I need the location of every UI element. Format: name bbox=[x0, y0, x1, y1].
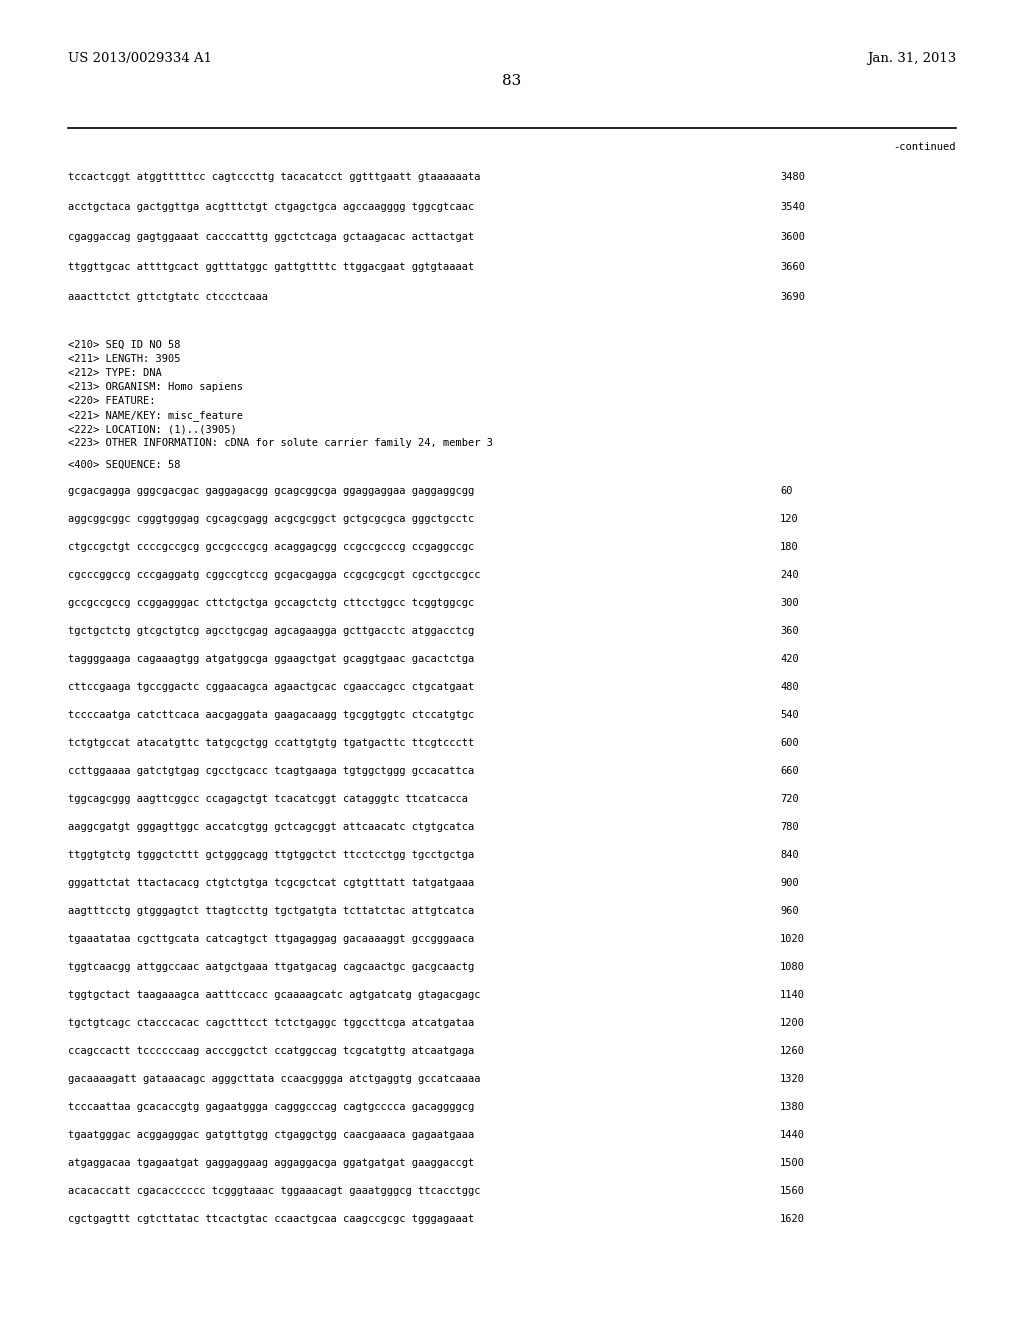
Text: aggcggcggc cgggtgggag cgcagcgagg acgcgcggct gctgcgcgca gggctgcctc: aggcggcggc cgggtgggag cgcagcgagg acgcgcg… bbox=[68, 513, 474, 524]
Text: 1500: 1500 bbox=[780, 1158, 805, 1168]
Text: 240: 240 bbox=[780, 570, 799, 579]
Text: gggattctat ttactacacg ctgtctgtga tcgcgctcat cgtgtttatt tatgatgaaa: gggattctat ttactacacg ctgtctgtga tcgcgct… bbox=[68, 878, 474, 888]
Text: gacaaaagatt gataaacagc agggcttata ccaacgggga atctgaggtg gccatcaaaa: gacaaaagatt gataaacagc agggcttata ccaacg… bbox=[68, 1074, 480, 1084]
Text: 780: 780 bbox=[780, 822, 799, 832]
Text: tgctgctctg gtcgctgtcg agcctgcgag agcagaagga gcttgacctc atggacctcg: tgctgctctg gtcgctgtcg agcctgcgag agcagaa… bbox=[68, 626, 474, 636]
Text: 960: 960 bbox=[780, 906, 799, 916]
Text: 1260: 1260 bbox=[780, 1045, 805, 1056]
Text: cgctgagttt cgtcttatac ttcactgtac ccaactgcaa caagccgcgc tgggagaaat: cgctgagttt cgtcttatac ttcactgtac ccaactg… bbox=[68, 1214, 474, 1224]
Text: gcgacgagga gggcgacgac gaggagacgg gcagcggcga ggaggaggaa gaggaggcgg: gcgacgagga gggcgacgac gaggagacgg gcagcgg… bbox=[68, 486, 474, 496]
Text: tggcagcggg aagttcggcc ccagagctgt tcacatcggt catagggtc ttcatcacca: tggcagcggg aagttcggcc ccagagctgt tcacatc… bbox=[68, 795, 468, 804]
Text: 480: 480 bbox=[780, 682, 799, 692]
Text: 600: 600 bbox=[780, 738, 799, 748]
Text: 840: 840 bbox=[780, 850, 799, 861]
Text: 900: 900 bbox=[780, 878, 799, 888]
Text: <220> FEATURE:: <220> FEATURE: bbox=[68, 396, 156, 407]
Text: 1080: 1080 bbox=[780, 962, 805, 972]
Text: <400> SEQUENCE: 58: <400> SEQUENCE: 58 bbox=[68, 459, 180, 470]
Text: <212> TYPE: DNA: <212> TYPE: DNA bbox=[68, 368, 162, 378]
Text: tcccaattaa gcacaccgtg gagaatggga cagggcccag cagtgcccca gacaggggcg: tcccaattaa gcacaccgtg gagaatggga cagggcc… bbox=[68, 1102, 474, 1111]
Text: <223> OTHER INFORMATION: cDNA for solute carrier family 24, member 3: <223> OTHER INFORMATION: cDNA for solute… bbox=[68, 438, 493, 447]
Text: ctgccgctgt ccccgccgcg gccgcccgcg acaggagcgg ccgccgcccg ccgaggccgc: ctgccgctgt ccccgccgcg gccgcccgcg acaggag… bbox=[68, 543, 474, 552]
Text: Jan. 31, 2013: Jan. 31, 2013 bbox=[866, 51, 956, 65]
Text: US 2013/0029334 A1: US 2013/0029334 A1 bbox=[68, 51, 212, 65]
Text: 720: 720 bbox=[780, 795, 799, 804]
Text: aagtttcctg gtgggagtct ttagtccttg tgctgatgta tcttatctac attgtcatca: aagtttcctg gtgggagtct ttagtccttg tgctgat… bbox=[68, 906, 474, 916]
Text: 1620: 1620 bbox=[780, 1214, 805, 1224]
Text: 1440: 1440 bbox=[780, 1130, 805, 1140]
Text: acctgctaca gactggttga acgtttctgt ctgagctgca agccaagggg tggcgtcaac: acctgctaca gactggttga acgtttctgt ctgagct… bbox=[68, 202, 474, 213]
Text: 120: 120 bbox=[780, 513, 799, 524]
Text: tgaatgggac acggagggac gatgttgtgg ctgaggctgg caacgaaaca gagaatgaaa: tgaatgggac acggagggac gatgttgtgg ctgaggc… bbox=[68, 1130, 474, 1140]
Text: <222> LOCATION: (1)..(3905): <222> LOCATION: (1)..(3905) bbox=[68, 424, 237, 434]
Text: tggtcaacgg attggccaac aatgctgaaa ttgatgacag cagcaactgc gacgcaactg: tggtcaacgg attggccaac aatgctgaaa ttgatga… bbox=[68, 962, 474, 972]
Text: cgaggaccag gagtggaaat cacccatttg ggctctcaga gctaagacac acttactgat: cgaggaccag gagtggaaat cacccatttg ggctctc… bbox=[68, 232, 474, 242]
Text: 1320: 1320 bbox=[780, 1074, 805, 1084]
Text: <211> LENGTH: 3905: <211> LENGTH: 3905 bbox=[68, 354, 180, 364]
Text: 3540: 3540 bbox=[780, 202, 805, 213]
Text: 1140: 1140 bbox=[780, 990, 805, 1001]
Text: 83: 83 bbox=[503, 74, 521, 88]
Text: 1020: 1020 bbox=[780, 935, 805, 944]
Text: <210> SEQ ID NO 58: <210> SEQ ID NO 58 bbox=[68, 341, 180, 350]
Text: cttccgaaga tgccggactc cggaacagca agaactgcac cgaaccagcc ctgcatgaat: cttccgaaga tgccggactc cggaacagca agaactg… bbox=[68, 682, 474, 692]
Text: 1380: 1380 bbox=[780, 1102, 805, 1111]
Text: 420: 420 bbox=[780, 653, 799, 664]
Text: atgaggacaa tgagaatgat gaggaggaag aggaggacga ggatgatgat gaaggaccgt: atgaggacaa tgagaatgat gaggaggaag aggagga… bbox=[68, 1158, 474, 1168]
Text: acacaccatt cgacacccccc tcgggtaaac tggaaacagt gaaatgggcg ttcacctggc: acacaccatt cgacacccccc tcgggtaaac tggaaa… bbox=[68, 1185, 480, 1196]
Text: 180: 180 bbox=[780, 543, 799, 552]
Text: -continued: -continued bbox=[894, 143, 956, 152]
Text: 540: 540 bbox=[780, 710, 799, 719]
Text: aaacttctct gttctgtatc ctccctcaaa: aaacttctct gttctgtatc ctccctcaaa bbox=[68, 292, 268, 302]
Text: ttggttgcac attttgcact ggtttatggc gattgttttc ttggacgaat ggtgtaaaat: ttggttgcac attttgcact ggtttatggc gattgtt… bbox=[68, 261, 474, 272]
Text: <221> NAME/KEY: misc_feature: <221> NAME/KEY: misc_feature bbox=[68, 411, 243, 421]
Text: tccactcggt atggtttttcc cagtcccttg tacacatcct ggtttgaatt gtaaaaaata: tccactcggt atggtttttcc cagtcccttg tacaca… bbox=[68, 172, 480, 182]
Text: 3600: 3600 bbox=[780, 232, 805, 242]
Text: tggtgctact taagaaagca aatttccacc gcaaaagcatc agtgatcatg gtagacgagc: tggtgctact taagaaagca aatttccacc gcaaaag… bbox=[68, 990, 480, 1001]
Text: 360: 360 bbox=[780, 626, 799, 636]
Text: tgaaatataa cgcttgcata catcagtgct ttgagaggag gacaaaaggt gccgggaaca: tgaaatataa cgcttgcata catcagtgct ttgagag… bbox=[68, 935, 474, 944]
Text: taggggaaga cagaaagtgg atgatggcga ggaagctgat gcaggtgaac gacactctga: taggggaaga cagaaagtgg atgatggcga ggaagct… bbox=[68, 653, 474, 664]
Text: 300: 300 bbox=[780, 598, 799, 609]
Text: 660: 660 bbox=[780, 766, 799, 776]
Text: tccccaatga catcttcaca aacgaggata gaagacaagg tgcggtggtc ctccatgtgc: tccccaatga catcttcaca aacgaggata gaagaca… bbox=[68, 710, 474, 719]
Text: ccagccactt tccccccaag acccggctct ccatggccag tcgcatgttg atcaatgaga: ccagccactt tccccccaag acccggctct ccatggc… bbox=[68, 1045, 474, 1056]
Text: gccgccgccg ccggagggac cttctgctga gccagctctg cttcctggcc tcggtggcgc: gccgccgccg ccggagggac cttctgctga gccagct… bbox=[68, 598, 474, 609]
Text: ttggtgtctg tgggctcttt gctgggcagg ttgtggctct ttcctcctgg tgcctgctga: ttggtgtctg tgggctcttt gctgggcagg ttgtggc… bbox=[68, 850, 474, 861]
Text: 3660: 3660 bbox=[780, 261, 805, 272]
Text: <213> ORGANISM: Homo sapiens: <213> ORGANISM: Homo sapiens bbox=[68, 381, 243, 392]
Text: tctgtgccat atacatgttc tatgcgctgg ccattgtgtg tgatgacttc ttcgtccctt: tctgtgccat atacatgttc tatgcgctgg ccattgt… bbox=[68, 738, 474, 748]
Text: 1200: 1200 bbox=[780, 1018, 805, 1028]
Text: tgctgtcagc ctacccacac cagctttcct tctctgaggc tggccttcga atcatgataa: tgctgtcagc ctacccacac cagctttcct tctctga… bbox=[68, 1018, 474, 1028]
Text: 3480: 3480 bbox=[780, 172, 805, 182]
Text: 3690: 3690 bbox=[780, 292, 805, 302]
Text: 60: 60 bbox=[780, 486, 793, 496]
Text: 1560: 1560 bbox=[780, 1185, 805, 1196]
Text: cgcccggccg cccgaggatg cggccgtccg gcgacgagga ccgcgcgcgt cgcctgccgcc: cgcccggccg cccgaggatg cggccgtccg gcgacga… bbox=[68, 570, 480, 579]
Text: aaggcgatgt gggagttggc accatcgtgg gctcagcggt attcaacatc ctgtgcatca: aaggcgatgt gggagttggc accatcgtgg gctcagc… bbox=[68, 822, 474, 832]
Text: ccttggaaaa gatctgtgag cgcctgcacc tcagtgaaga tgtggctggg gccacattca: ccttggaaaa gatctgtgag cgcctgcacc tcagtga… bbox=[68, 766, 474, 776]
